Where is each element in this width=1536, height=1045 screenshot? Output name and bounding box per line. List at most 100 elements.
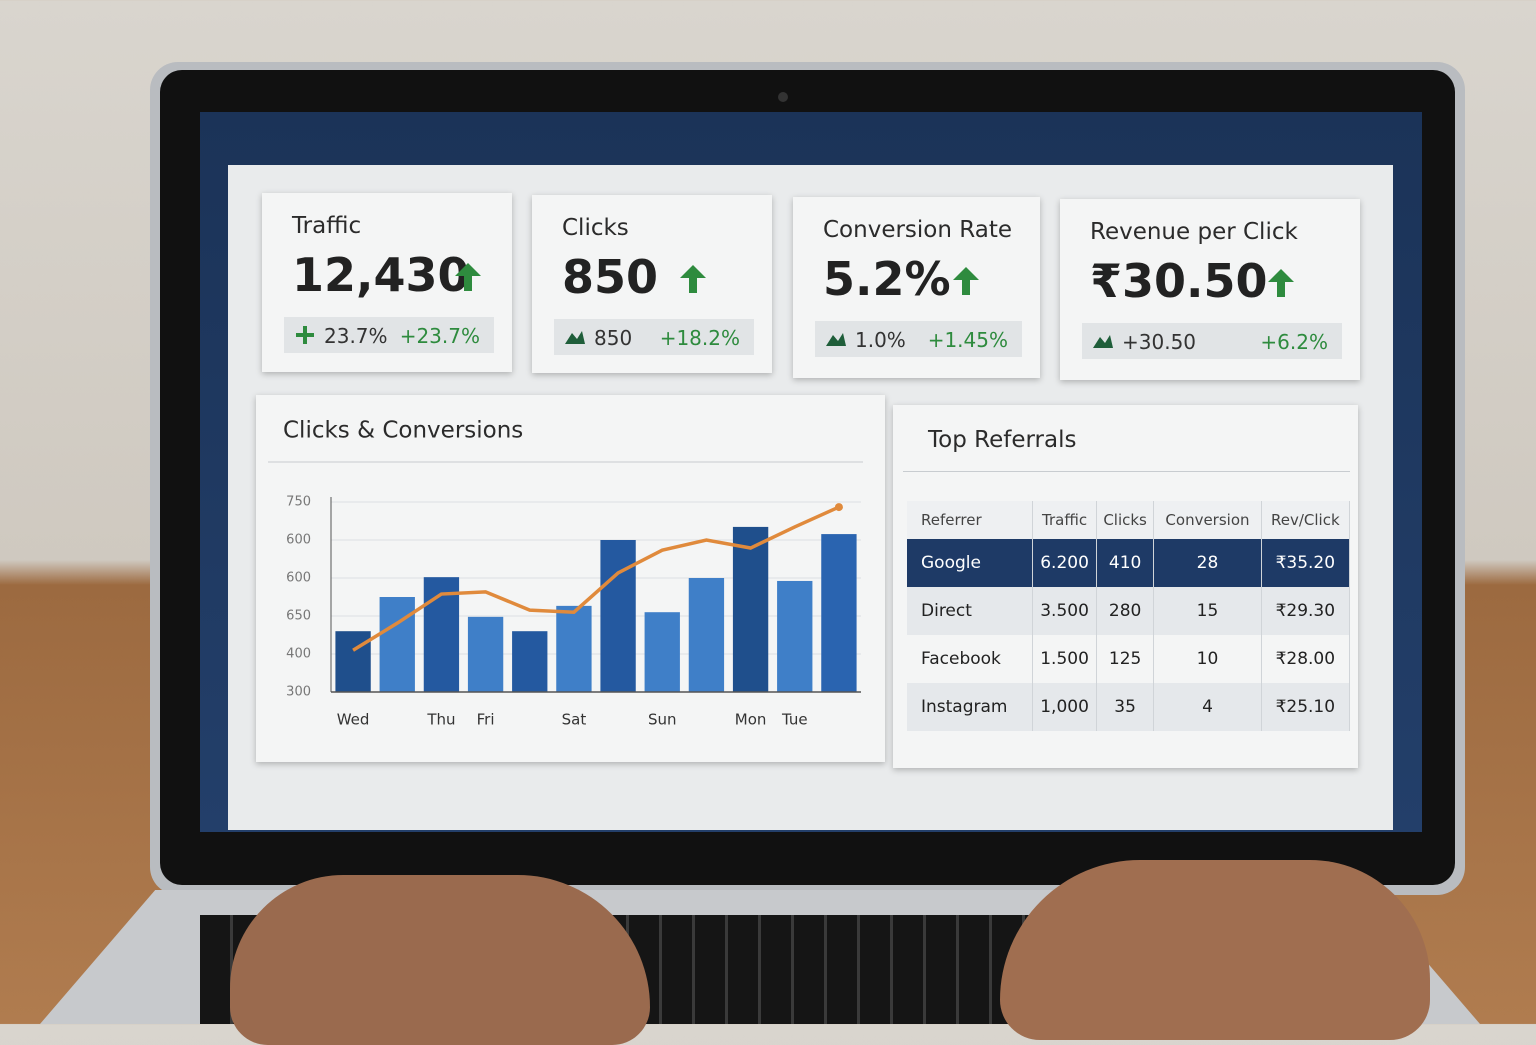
bar bbox=[335, 631, 371, 692]
y-tick-label: 600 bbox=[286, 533, 311, 548]
table-cell: 35 bbox=[1096, 683, 1155, 731]
kpi-card: Revenue per Click ₹30.50 +30.50 +6.2% bbox=[1060, 199, 1360, 380]
table-cell: 3.500 bbox=[1032, 587, 1097, 635]
kpi-title: Revenue per Click bbox=[1090, 219, 1298, 245]
right-hand bbox=[1000, 860, 1430, 1040]
bar bbox=[644, 612, 680, 692]
kpi-note: 850 bbox=[594, 326, 633, 350]
bar bbox=[600, 540, 636, 692]
x-tick-label: Thu bbox=[426, 711, 455, 729]
kpi-change: +6.2% bbox=[1260, 330, 1328, 354]
line bbox=[352, 505, 840, 652]
table-cell: Direct bbox=[907, 587, 1034, 635]
kpi-icon bbox=[296, 326, 314, 344]
kpi-title: Clicks bbox=[562, 215, 629, 241]
icon-shape bbox=[565, 331, 585, 344]
table-cell: Facebook bbox=[907, 635, 1034, 683]
chart: Clicks & Conversions 300 400 650 600 600 750 W… bbox=[268, 418, 863, 729]
table-cell: 1,000 bbox=[1032, 683, 1097, 731]
referrals-table: Referrer Traffic Clicks Conversion Rev/Click… bbox=[907, 501, 1351, 731]
table-cell: 1.500 bbox=[1032, 635, 1097, 683]
bar bbox=[777, 580, 813, 692]
y-tick-label: 400 bbox=[286, 647, 311, 662]
kpi-value: 850 bbox=[562, 250, 659, 304]
table-cell: ₹29.30 bbox=[1261, 587, 1351, 635]
kpi-change: +1.45% bbox=[927, 328, 1008, 352]
table-title: Top Referrals bbox=[928, 427, 1077, 453]
kpi-note: 23.7% bbox=[324, 324, 388, 348]
kpi-subbar: 23.7% +23.7% bbox=[284, 317, 494, 353]
bar bbox=[688, 578, 725, 692]
x-tick-label: Mon bbox=[735, 711, 767, 729]
kpi-subbar: 1.0% +1.45% bbox=[815, 321, 1022, 357]
arrow-shape bbox=[455, 263, 481, 291]
icon-shape bbox=[826, 333, 846, 346]
x-tick-label: Tue bbox=[781, 711, 808, 729]
bar bbox=[512, 631, 548, 692]
x-tick-label: Wed bbox=[337, 711, 370, 729]
chart-panel: Clicks & Conversions 300 400 650 600 600 750 W… bbox=[256, 395, 885, 762]
kpi-card: Traffic 12,430 23.7% +23.7% bbox=[262, 193, 512, 372]
table-cell: ₹25.10 bbox=[1261, 683, 1351, 731]
kpi-note: +30.50 bbox=[1122, 330, 1197, 354]
table-cell: 6.200 bbox=[1032, 539, 1097, 587]
up-arrow bbox=[455, 263, 481, 291]
kpi-icon bbox=[826, 333, 846, 346]
kpi-card: Conversion Rate 5.2% 1.0% +1.45% bbox=[793, 197, 1040, 378]
column-header: Rev/Click bbox=[1261, 501, 1351, 539]
table-cell: 410 bbox=[1096, 539, 1155, 587]
left-hand bbox=[230, 875, 650, 1045]
x-tick-label: Fri bbox=[477, 711, 495, 729]
table-header: Referrer Traffic Clicks Conversion Rev/Click bbox=[907, 501, 1351, 539]
separator bbox=[903, 471, 1350, 472]
up-arrow bbox=[1268, 269, 1294, 297]
arrow-shape bbox=[1268, 269, 1294, 297]
table-cell: 15 bbox=[1153, 587, 1262, 635]
column-header: Conversion bbox=[1153, 501, 1262, 539]
bar bbox=[467, 616, 504, 692]
kpi-subbar: 850 +18.2% bbox=[554, 319, 754, 355]
kpi-icon bbox=[565, 331, 585, 344]
kpi-change: +18.2% bbox=[659, 326, 740, 350]
table-cell: 280 bbox=[1096, 587, 1155, 635]
table-cell: 28 bbox=[1153, 539, 1262, 587]
table-cell: 4 bbox=[1153, 683, 1262, 731]
table-row: Google 6.200 410 28 ₹35.20 bbox=[907, 539, 1351, 587]
table-row: Facebook 1.500 125 10 ₹28.00 bbox=[907, 635, 1351, 683]
icon-shape bbox=[1093, 335, 1113, 348]
kpi-note: 1.0% bbox=[855, 328, 906, 352]
y-tick-label: 650 bbox=[286, 609, 311, 624]
table-cell: 10 bbox=[1153, 635, 1262, 683]
bar bbox=[423, 577, 460, 692]
kpi-card: Clicks 850 850 +18.2% bbox=[532, 195, 772, 373]
y-tick-label: 600 bbox=[286, 571, 311, 586]
bar bbox=[821, 534, 857, 692]
line-end-dot bbox=[834, 503, 843, 512]
arrow-shape bbox=[680, 265, 706, 293]
up-arrow bbox=[680, 265, 706, 293]
icon-shape bbox=[296, 326, 314, 344]
camera bbox=[778, 92, 788, 102]
table-cell: Instagram bbox=[907, 683, 1034, 731]
y-tick-label: 750 bbox=[286, 495, 311, 510]
x-tick-label: Sun bbox=[648, 711, 677, 729]
column-header: Clicks bbox=[1096, 501, 1155, 539]
column-header: Traffic bbox=[1032, 501, 1097, 539]
kpi-change: +23.7% bbox=[399, 324, 480, 348]
table-cell: ₹28.00 bbox=[1261, 635, 1351, 683]
kpi-icon bbox=[1093, 335, 1113, 348]
kpi-title: Conversion Rate bbox=[823, 217, 1012, 243]
table-row: Instagram 1,000 35 4 ₹25.10 bbox=[907, 683, 1351, 731]
table-row: Direct 3.500 280 15 ₹29.30 bbox=[907, 587, 1351, 635]
up-arrow bbox=[953, 267, 979, 295]
arrow-shape bbox=[953, 267, 979, 295]
table-cell: ₹35.20 bbox=[1261, 539, 1351, 587]
chart-title: Clicks & Conversions bbox=[283, 418, 523, 444]
kpi-value: 5.2% bbox=[823, 252, 951, 306]
kpi-subbar: +30.50 +6.2% bbox=[1082, 323, 1342, 359]
kpi-value: ₹30.50 bbox=[1090, 254, 1268, 308]
bar bbox=[556, 605, 592, 692]
y-tick-label: 300 bbox=[286, 685, 311, 700]
bar bbox=[732, 526, 769, 692]
